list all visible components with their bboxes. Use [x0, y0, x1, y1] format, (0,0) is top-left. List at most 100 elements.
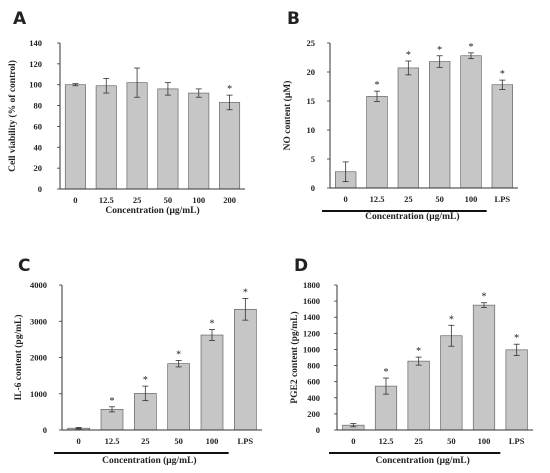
y-tick-label: 0 — [311, 183, 315, 193]
bar — [407, 360, 430, 431]
y-axis-title: Cell viability (% of control) — [7, 60, 18, 172]
y-tick-label: 600 — [307, 377, 320, 387]
significance-star: * — [210, 319, 215, 330]
y-tick-label: 15 — [307, 96, 316, 106]
x-tick-label: 25 — [141, 436, 150, 446]
x-tick-label: 12.5 — [379, 436, 394, 446]
y-tick-label: 5 — [311, 154, 315, 164]
x-tick-label: 50 — [164, 195, 173, 205]
y-tick-label: 800 — [307, 361, 320, 371]
significance-star: * — [449, 314, 454, 325]
significance-star: * — [437, 45, 442, 56]
significance-star: * — [384, 367, 389, 378]
x-axis-title: Concentration (μg/mL) — [376, 455, 470, 466]
significance-star: * — [416, 346, 421, 357]
x-axis-title: Concentration (μg/mL) — [102, 455, 196, 466]
x-tick-label: 0 — [351, 436, 355, 446]
panel-b: B 0 5 10 15 20 25 0 * 12.5 * 25 * 50 * 100 * LPS Concentra… — [282, 9, 518, 222]
bar — [491, 84, 513, 189]
bar — [429, 61, 451, 189]
y-axis-title: PGE2 content (pg/mL) — [289, 311, 300, 403]
y-tick-label: 25 — [307, 38, 316, 48]
y-tick-label: 10 — [307, 125, 316, 135]
significance-star: * — [143, 375, 148, 386]
panel-c: C 0 1000 2000 3000 4000 0 * 12.5 * 25 * 50 * 100 * LPS Co… — [13, 256, 262, 466]
y-tick-label: 0 — [38, 184, 42, 194]
x-tick-label: 100 — [478, 436, 491, 446]
significance-star: * — [243, 287, 248, 298]
x-tick-label: 12.5 — [105, 436, 120, 446]
x-tick-label: 12.5 — [370, 194, 385, 204]
y-tick-label: 1200 — [303, 328, 320, 338]
significance-star: * — [482, 292, 487, 303]
y-tick-label: 60 — [34, 121, 43, 131]
x-tick-label: 100 — [465, 194, 478, 204]
y-axis-title: IL-6 content (pg/mL) — [13, 314, 24, 400]
x-tick-label: 100 — [206, 436, 219, 446]
y-tick-label: 1600 — [303, 296, 320, 306]
x-tick-label: 25 — [133, 195, 142, 205]
significance-star: * — [500, 69, 505, 80]
y-tick-label: 100 — [29, 80, 42, 90]
y-axis-title: NO content (μM) — [282, 81, 293, 151]
x-axis-title: Concentration (μg/mL) — [365, 211, 459, 222]
x-tick-label: 50 — [447, 436, 456, 446]
panel-d: D 0 200 400 600 800 1000 1200 1400 1600 1800 0 * 12.5… — [289, 256, 533, 466]
panel-letter: B — [287, 9, 300, 29]
y-tick-label: 4000 — [30, 280, 47, 290]
y-tick-label: 1400 — [303, 312, 320, 322]
bar — [219, 102, 241, 190]
y-tick-label: 120 — [29, 59, 42, 69]
panel-letter: C — [18, 256, 30, 276]
panel-a: A 0 20 40 60 80 100 120 140 0 12.5 25 50 100 * 200 Conce… — [7, 9, 245, 216]
x-tick-label: 50 — [435, 194, 444, 204]
y-tick-label: 20 — [34, 163, 43, 173]
bar — [234, 308, 257, 431]
x-tick-label: LPS — [509, 436, 525, 446]
x-tick-label: 100 — [192, 195, 205, 205]
y-tick-label: 40 — [34, 142, 43, 152]
y-tick-label: 1000 — [303, 344, 320, 354]
y-tick-label: 3000 — [30, 316, 47, 326]
y-tick-label: 140 — [29, 38, 42, 48]
panel-letter: A — [13, 9, 27, 29]
y-tick-label: 1800 — [303, 280, 320, 290]
y-tick-label: 0 — [316, 425, 320, 435]
y-tick-label: 1000 — [30, 389, 47, 399]
bar — [167, 363, 190, 431]
y-tick-label: 20 — [307, 67, 316, 77]
x-tick-label: LPS — [238, 436, 254, 446]
bar — [157, 88, 179, 190]
y-tick-label: 80 — [34, 101, 43, 111]
bar — [460, 55, 482, 189]
bar — [95, 85, 117, 190]
bar — [126, 82, 148, 190]
significance-star: * — [469, 42, 474, 53]
bar — [64, 84, 86, 190]
bar — [440, 335, 463, 431]
bar — [188, 92, 210, 190]
bar — [397, 67, 419, 189]
x-axis-title: Concentration (μg/mL) — [105, 205, 199, 216]
significance-star: * — [110, 396, 115, 407]
bar — [472, 304, 496, 431]
significance-star: * — [176, 349, 181, 360]
x-tick-label: 0 — [77, 436, 81, 446]
y-tick-label: 200 — [307, 409, 320, 419]
significance-star: * — [375, 80, 380, 91]
x-tick-label: 25 — [404, 194, 413, 204]
bar — [200, 334, 224, 431]
significance-star: * — [406, 50, 411, 61]
x-tick-label: 0 — [344, 194, 348, 204]
x-tick-label: 0 — [73, 195, 77, 205]
significance-star: * — [514, 333, 519, 344]
y-tick-label: 2000 — [30, 353, 47, 363]
bar — [505, 349, 528, 431]
bar — [366, 96, 388, 189]
x-tick-label: 200 — [223, 195, 236, 205]
y-tick-label: 400 — [307, 393, 320, 403]
y-tick-label: 0 — [43, 425, 47, 435]
x-tick-label: 25 — [414, 436, 423, 446]
x-tick-label: LPS — [495, 194, 511, 204]
